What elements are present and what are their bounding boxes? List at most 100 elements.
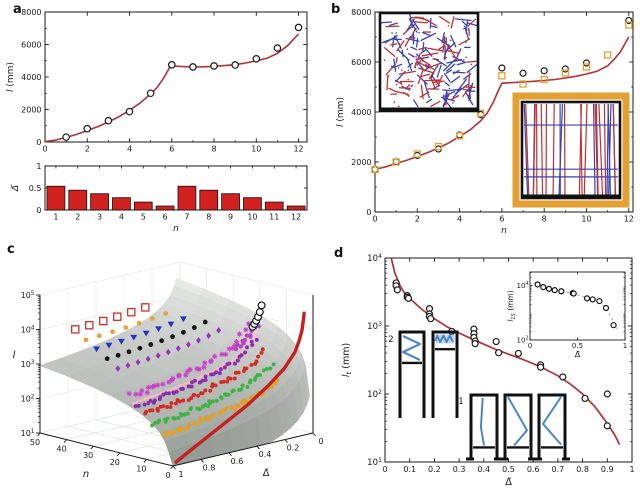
- panel-c-chart: 101 102 103 104 105 0 10 20 30 40 50 1 0.8 0.6 0.4 0.2 0…: [13, 261, 324, 480]
- svg-text:0.7: 0.7: [552, 465, 565, 474]
- svg-text:50: 50: [30, 438, 40, 447]
- a-bar: [286, 205, 306, 211]
- svg-text:0.1: 0.1: [403, 465, 416, 474]
- svg-text:0.5: 0.5: [502, 465, 515, 474]
- svg-text:5: 5: [141, 213, 146, 222]
- svg-text:20: 20: [110, 458, 120, 467]
- svg-text:102: 102: [367, 389, 382, 400]
- svg-text:l: l: [13, 350, 16, 361]
- svg-text:10: 10: [581, 215, 591, 224]
- b-inset-ordered-rods: [523, 103, 618, 197]
- d-inset-trend-line: [534, 281, 618, 330]
- panel-b-chart: 0 2 4 6 8 10 12 0 2000 4000 6000 8000 l (mm) n: [336, 8, 634, 236]
- svg-text:1: 1: [458, 397, 463, 407]
- svg-text:Δ̃: Δ̃: [11, 184, 21, 192]
- panel-a-label: a: [13, 2, 22, 17]
- svg-text:l15 (mm): l15 (mm): [506, 290, 517, 321]
- svg-text:4000: 4000: [21, 73, 41, 82]
- svg-text:0.3: 0.3: [453, 465, 466, 474]
- svg-text:1: 1: [36, 162, 41, 171]
- svg-text:6: 6: [499, 215, 504, 224]
- svg-text:8: 8: [542, 215, 547, 224]
- d-schematic-multifold: 2: [388, 330, 459, 418]
- a-bar-plot: 00.511 2 3 4 5 6 7 8 9 10 11 12Δ̃n: [11, 162, 308, 234]
- svg-text:0: 0: [36, 206, 41, 215]
- svg-text:0.6: 0.6: [231, 457, 244, 466]
- a-main-plot: 0 2 4 6 8 10 12 0 2000 4000 6000 8000 l (mm): [6, 8, 308, 154]
- a-bar: [68, 189, 88, 211]
- svg-text:0.4: 0.4: [259, 450, 272, 459]
- svg-text:3: 3: [97, 213, 102, 222]
- svg-text:40: 40: [57, 445, 67, 454]
- svg-text:6: 6: [163, 213, 168, 222]
- svg-text:8: 8: [206, 213, 211, 222]
- svg-text:2000: 2000: [21, 105, 41, 114]
- a-bar: [90, 193, 109, 211]
- svg-text:1: 1: [178, 470, 183, 479]
- c-surface: [39, 277, 310, 467]
- c-transition-curve: [174, 311, 306, 464]
- svg-text:n: n: [501, 226, 507, 236]
- svg-text:8: 8: [211, 145, 216, 154]
- panel-b-label: b: [331, 2, 341, 17]
- svg-text:n: n: [83, 469, 89, 480]
- svg-text:0.2: 0.2: [428, 465, 441, 474]
- b-model-line: [374, 36, 630, 171]
- svg-text:101: 101: [367, 457, 382, 468]
- a-bar: [155, 205, 175, 211]
- svg-text:104: 104: [367, 253, 382, 264]
- svg-text:0: 0: [318, 437, 323, 446]
- svg-text:0.5: 0.5: [572, 342, 583, 350]
- svg-text:105: 105: [21, 291, 35, 300]
- svg-text:Δ̃: Δ̃: [575, 350, 581, 359]
- svg-text:4: 4: [127, 145, 132, 154]
- a-bar: [46, 185, 66, 211]
- svg-text:2: 2: [415, 215, 420, 224]
- d-main-plot: 0 0.1 0.2 0.3 0.4 0.5 0.6 0.7 0.8 0.9 110110210310…: [341, 253, 635, 488]
- panel-d-chart: 0 0.1 0.2 0.3 0.4 0.5 0.6 0.7 0.8 0.9 110110210310…: [341, 253, 635, 488]
- svg-text:0: 0: [366, 208, 371, 217]
- svg-text:l (mm): l (mm): [336, 97, 346, 127]
- a-bar: [112, 197, 131, 211]
- svg-text:12: 12: [624, 215, 634, 224]
- svg-text:6000: 6000: [351, 58, 371, 67]
- svg-text:102: 102: [517, 335, 529, 344]
- svg-text:1: 1: [629, 465, 634, 474]
- svg-text:Δ̃: Δ̃: [263, 467, 270, 479]
- svg-text:6000: 6000: [21, 40, 41, 49]
- b-inset-disordered-rods: [380, 13, 478, 111]
- svg-text:4000: 4000: [351, 108, 371, 117]
- a-bar: [221, 193, 240, 211]
- svg-text:12: 12: [293, 145, 303, 154]
- svg-text:10: 10: [251, 145, 261, 154]
- svg-text:104: 104: [21, 325, 35, 334]
- svg-text:0.6: 0.6: [527, 465, 540, 474]
- svg-text:0: 0: [36, 138, 41, 147]
- svg-text:2: 2: [388, 335, 393, 345]
- a-bar: [177, 185, 197, 211]
- a-bar: [133, 201, 153, 211]
- svg-text:0.4: 0.4: [477, 465, 490, 474]
- svg-text:0.9: 0.9: [601, 465, 614, 474]
- svg-text:2: 2: [75, 213, 80, 222]
- svg-text:1: 1: [623, 342, 627, 350]
- svg-text:103: 103: [367, 321, 382, 332]
- svg-text:l (mm): l (mm): [6, 62, 16, 92]
- svg-text:11: 11: [269, 213, 279, 222]
- svg-text:0.2: 0.2: [287, 444, 300, 453]
- svg-text:10: 10: [136, 464, 146, 473]
- svg-text:30: 30: [83, 451, 93, 460]
- svg-text:Δ̃: Δ̃: [505, 476, 512, 488]
- svg-text:0.8: 0.8: [203, 463, 216, 472]
- c-data-series: [71, 301, 280, 438]
- svg-text:0: 0: [528, 342, 532, 350]
- a-bar: [264, 201, 284, 211]
- svg-text:8000: 8000: [351, 8, 371, 17]
- svg-text:6: 6: [169, 145, 174, 154]
- svg-text:0.8: 0.8: [576, 465, 589, 474]
- svg-text:7: 7: [184, 213, 189, 222]
- svg-text:10: 10: [247, 213, 257, 222]
